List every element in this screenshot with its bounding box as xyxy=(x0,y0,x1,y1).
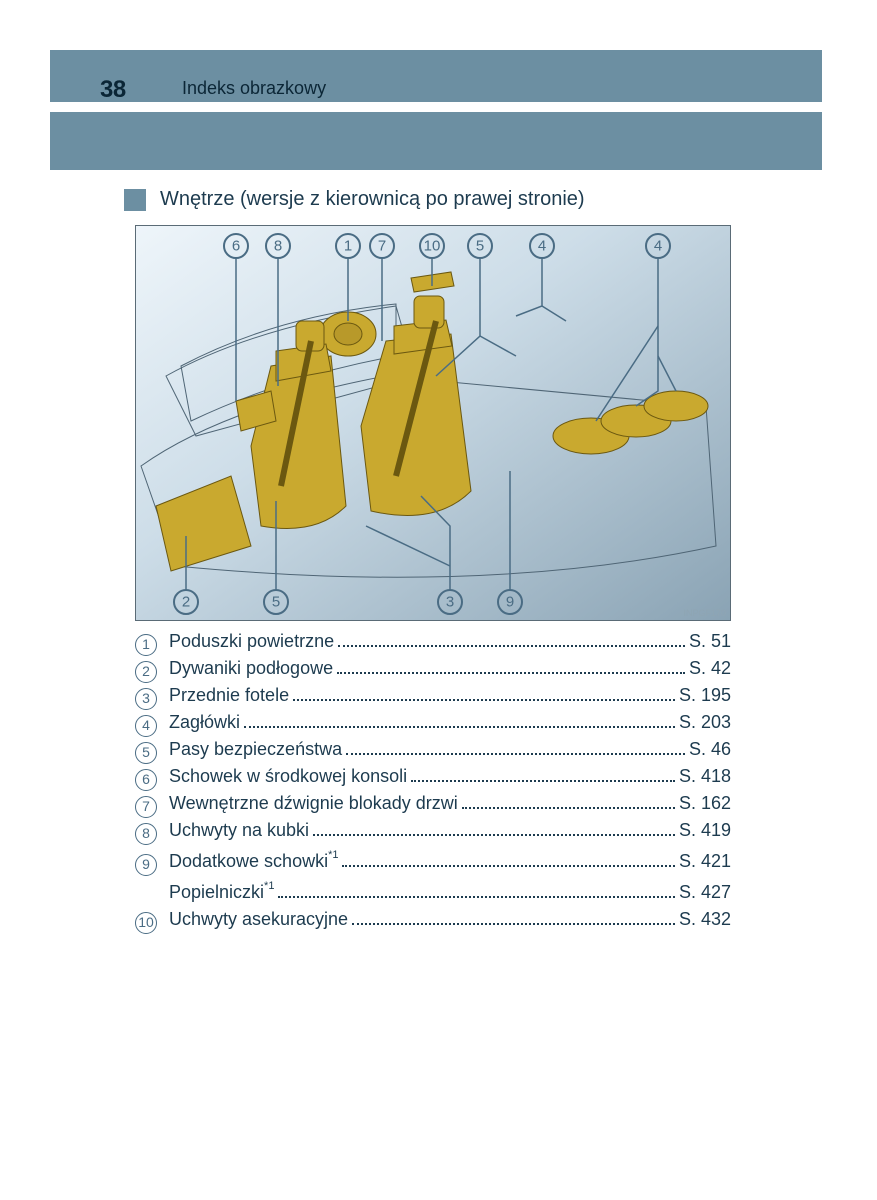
index-label: Schowek w środkowej konsoli xyxy=(169,763,407,790)
index-page-ref: S. 46 xyxy=(689,736,731,763)
callout-5: 5 xyxy=(264,590,288,614)
index-page-ref: S. 427 xyxy=(679,879,731,906)
index-number-circle: 5 xyxy=(135,742,157,764)
callout-3: 3 xyxy=(438,590,462,614)
index-row: 4 Zagłówki S. 203 xyxy=(135,709,731,736)
index-row: Popielniczki*1 S. 427 xyxy=(135,875,731,906)
index-row: 6 Schowek w środkowej konsoli S. 418 xyxy=(135,763,731,790)
callout-1: 1 xyxy=(336,234,360,258)
index-page-ref: S. 432 xyxy=(679,906,731,933)
index-page-ref: S. 195 xyxy=(679,682,731,709)
svg-text:10: 10 xyxy=(424,238,441,255)
index-list: 1 Poduszki powietrzne S. 51 2 Dywaniki podło… xyxy=(135,628,731,933)
index-row: 2 Dywaniki podłogowe S. 42 xyxy=(135,655,731,682)
index-number-circle: 7 xyxy=(135,796,157,818)
section-bullet-icon xyxy=(124,189,146,211)
index-page-ref: S. 418 xyxy=(679,763,731,790)
leader-dots xyxy=(352,923,675,925)
leader-dots xyxy=(313,834,675,836)
index-row: 7 Wewnętrzne dźwignie blokady drzwi S. 162 xyxy=(135,790,731,817)
index-number-circle: 9 xyxy=(135,854,157,876)
leader-dots xyxy=(338,645,685,647)
leader-dots xyxy=(278,896,675,898)
index-row: 3 Przednie fotele S. 195 xyxy=(135,682,731,709)
section-title: Wnętrze (wersje z kierownicą po prawej s… xyxy=(160,188,585,211)
svg-text:4: 4 xyxy=(654,238,662,255)
index-number-circle: 4 xyxy=(135,715,157,737)
index-label: Popielniczki*1 xyxy=(169,875,274,906)
index-page-ref: S. 421 xyxy=(679,848,731,875)
index-row: 10 Uchwyty asekuracyjne S. 432 xyxy=(135,906,731,933)
index-number-circle: 8 xyxy=(135,823,157,845)
index-label: Uchwyty asekuracyjne xyxy=(169,906,348,933)
index-label: Wewnętrzne dźwignie blokady drzwi xyxy=(169,790,458,817)
svg-text:7: 7 xyxy=(378,238,386,255)
index-number-circle: 3 xyxy=(135,688,157,710)
svg-text:5: 5 xyxy=(476,238,484,255)
callout-4: 4 xyxy=(646,234,670,258)
index-number-circle: 2 xyxy=(135,661,157,683)
leader-dots xyxy=(342,865,674,867)
index-page-ref: S. 51 xyxy=(689,628,731,655)
page-number: 38 xyxy=(100,76,126,104)
leader-dots xyxy=(244,726,675,728)
svg-text:2: 2 xyxy=(182,594,190,611)
index-label: Dodatkowe schowki*1 xyxy=(169,844,338,875)
index-label: Przednie fotele xyxy=(169,682,289,709)
diagram-watermark: INPGF170 xyxy=(683,608,726,618)
header-gap xyxy=(50,102,822,112)
svg-text:1: 1 xyxy=(344,238,352,255)
leader-dots xyxy=(293,699,675,701)
index-label: Poduszki powietrzne xyxy=(169,628,334,655)
callout-6: 6 xyxy=(224,234,248,258)
index-page-ref: S. 162 xyxy=(679,790,731,817)
svg-text:8: 8 xyxy=(274,238,282,255)
index-number-circle: 10 xyxy=(135,912,157,934)
callout-8: 8 xyxy=(266,234,290,258)
svg-text:9: 9 xyxy=(506,594,514,611)
index-row: 5 Pasy bezpieczeństwa S. 46 xyxy=(135,736,731,763)
index-row: 8 Uchwyty na kubki S. 419 xyxy=(135,817,731,844)
callout-9: 9 xyxy=(498,590,522,614)
svg-text:3: 3 xyxy=(446,594,454,611)
index-label: Dywaniki podłogowe xyxy=(169,655,333,682)
header-title: Indeks obrazkowy xyxy=(182,78,326,99)
diagram-svg: 6 8 1 7 10 5 4 4 2 5 3 9 INPGF170 xyxy=(136,226,731,621)
callout-7: 7 xyxy=(370,234,394,258)
index-number-circle: 6 xyxy=(135,769,157,791)
index-page-ref: S. 42 xyxy=(689,655,731,682)
interior-diagram: 6 8 1 7 10 5 4 4 2 5 3 9 INPGF170 xyxy=(135,225,731,621)
index-row: 9 Dodatkowe schowki*1 S. 421 xyxy=(135,844,731,875)
callout-4: 4 xyxy=(530,234,554,258)
leader-dots xyxy=(346,753,685,755)
index-label: Zagłówki xyxy=(169,709,240,736)
index-page-ref: S. 203 xyxy=(679,709,731,736)
leader-dots xyxy=(337,672,685,674)
callout-2: 2 xyxy=(174,590,198,614)
leader-dots xyxy=(411,780,675,782)
index-label: Pasy bezpieczeństwa xyxy=(169,736,342,763)
svg-text:6: 6 xyxy=(232,238,240,255)
callout-10: 10 xyxy=(420,234,444,258)
index-page-ref: S. 419 xyxy=(679,817,731,844)
section-heading: Wnętrze (wersje z kierownicą po prawej s… xyxy=(124,188,585,211)
svg-text:4: 4 xyxy=(538,238,546,255)
leader-dots xyxy=(462,807,675,809)
index-number-circle: 1 xyxy=(135,634,157,656)
callout-5: 5 xyxy=(468,234,492,258)
index-label: Uchwyty na kubki xyxy=(169,817,309,844)
svg-text:5: 5 xyxy=(272,594,280,611)
index-row: 1 Poduszki powietrzne S. 51 xyxy=(135,628,731,655)
